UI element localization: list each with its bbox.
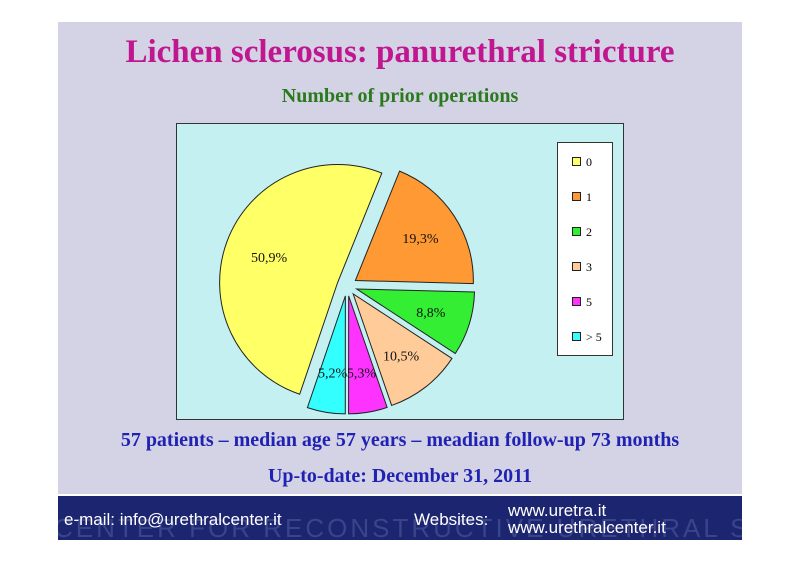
pie-chart: 50,9% 19,3% 8,8% 10,5% 5,3%5,2%: [219, 164, 476, 415]
footer-email[interactable]: e-mail: info@urethralcenter.it: [64, 510, 282, 529]
legend-label-0: 0: [586, 155, 592, 169]
update-date: Up-to-date: December 31, 2011: [267, 465, 532, 487]
legend-label-2: 2: [586, 225, 592, 239]
legend-label-4: 5: [586, 295, 592, 309]
pie-slice-0: [219, 164, 383, 395]
legend-swatch-5: [572, 332, 581, 341]
pie-data-label-3: 10,5%: [383, 349, 420, 364]
chart-area: 50,9% 19,3% 8,8% 10,5% 5,3% 5,2% 0 1 2 3 5 > 5: [176, 123, 624, 420]
legend-label-5: > 5: [586, 330, 602, 344]
slide-title: Lichen sclerosus: panurethral stricture: [125, 34, 675, 70]
chart-legend: 0 1 2 3 5 > 5: [557, 142, 613, 356]
pie-slice-1: [354, 170, 474, 285]
footer-websites-label: Websites:: [414, 510, 489, 529]
footer-url-uretra[interactable]: www.uretra.it: [508, 501, 607, 520]
legend-swatch-0: [572, 157, 581, 166]
pie-slice-5: [306, 295, 346, 415]
pie-data-label-2: 8,8%: [416, 306, 446, 321]
pie-slice-4: [348, 295, 388, 415]
legend-label-1: 1: [586, 190, 592, 204]
legend-label-3: 3: [586, 260, 592, 274]
slide: Lichen sclerosus: panurethral stricture …: [58, 22, 742, 494]
legend-swatch-2: [572, 227, 581, 236]
legend-swatch-4: [572, 297, 581, 306]
pie-data-label-4: 5,3%: [347, 367, 377, 382]
legend-swatch-3: [572, 262, 581, 271]
pie-slice-3: [352, 292, 453, 407]
chart-subtitle: Number of prior operations: [281, 85, 519, 107]
pie-slice-2: [354, 288, 476, 355]
footer-url-urethralcenter[interactable]: www.urethralcenter.it: [508, 518, 666, 537]
footer-watermark: CENTER FOR RECONSTRUCTIVE URETHRAL SURGE…: [58, 513, 742, 540]
footer-banner: CENTER FOR RECONSTRUCTIVE URETHRAL SURGE…: [58, 496, 742, 540]
legend-swatch-1: [572, 192, 581, 201]
pie-data-label-0: 50,9%: [251, 251, 288, 266]
pie-data-label-1: 19,3%: [402, 232, 439, 247]
patients-summary: 57 patients – median age 57 years – mead…: [120, 429, 680, 451]
pie-data-label-5: 5,2%: [318, 367, 348, 382]
